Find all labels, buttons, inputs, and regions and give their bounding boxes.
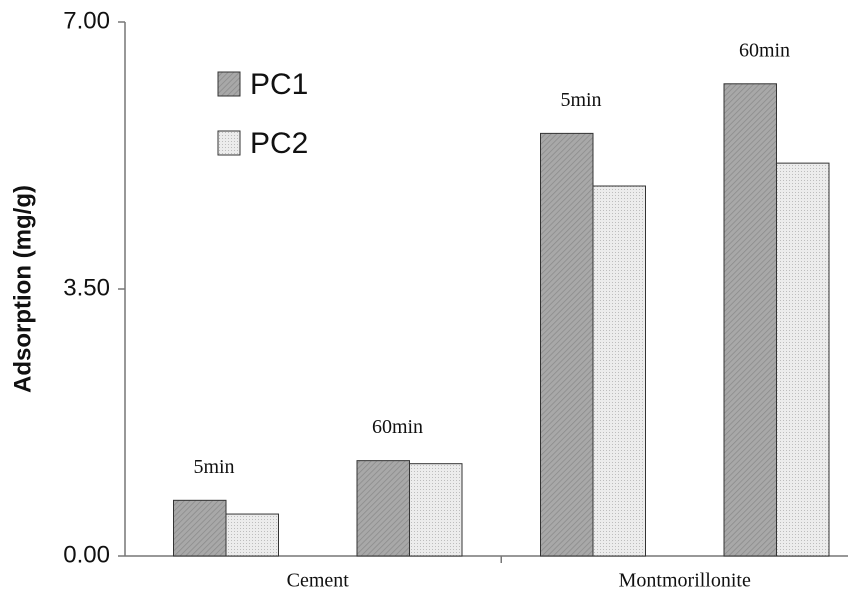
y-tick-label: 7.00	[63, 7, 110, 34]
bar	[723, 83, 777, 557]
legend-swatch	[217, 130, 241, 156]
x-tick-label: Cement	[287, 570, 350, 592]
legend-label: PC2	[250, 127, 308, 160]
bar	[356, 460, 410, 557]
legend-label: PC1	[250, 68, 308, 101]
bar-annotation: 5min	[560, 89, 601, 111]
y-tick-label: 0.00	[63, 541, 110, 568]
bar	[225, 513, 279, 557]
y-axis-label: Adsorption (mg/g)	[9, 185, 36, 393]
legend-swatch	[217, 71, 241, 97]
bar-annotation: 5min	[193, 456, 234, 478]
x-tick-label: Montmorillonite	[619, 570, 751, 592]
bar-annotation: 60min	[739, 39, 790, 61]
bar	[776, 162, 830, 557]
bar-annotation: 60min	[372, 416, 423, 438]
bar	[592, 185, 646, 557]
y-tick-label: 3.50	[63, 274, 110, 301]
bar	[540, 132, 594, 557]
bar	[173, 499, 227, 557]
bar	[409, 463, 463, 557]
